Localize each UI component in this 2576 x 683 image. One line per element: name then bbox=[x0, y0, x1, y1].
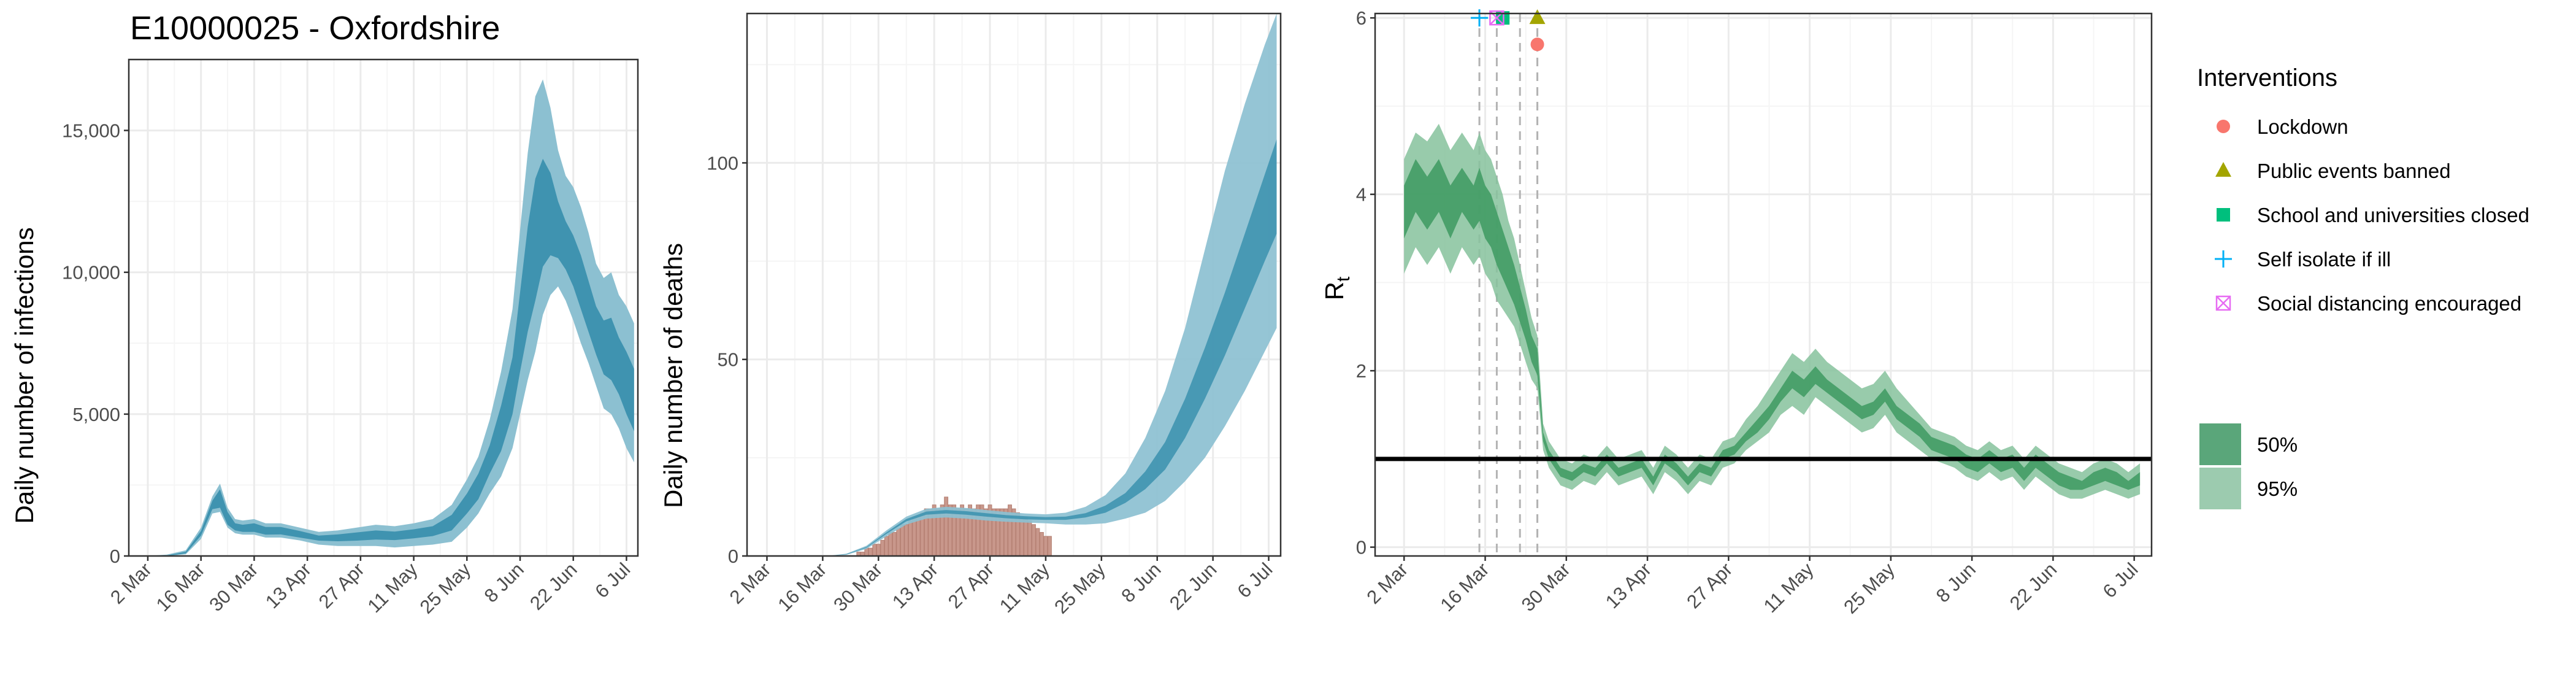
legend-label: Self isolate if ill bbox=[2257, 248, 2391, 271]
observed-death-bar bbox=[904, 524, 909, 557]
deaths-panel-border bbox=[746, 12, 1282, 557]
legend-ci-label: 50% bbox=[2257, 433, 2298, 456]
intervention-marker-lockdown bbox=[1530, 37, 1544, 52]
infections-y-tick-label: 15,000 bbox=[62, 120, 120, 142]
legend: Interventions Lockdown Public events bann… bbox=[2197, 64, 2529, 509]
observed-death-bar bbox=[868, 547, 873, 557]
legend-ci-key-95pct bbox=[2199, 468, 2241, 509]
rt-y-tick-label: 4 bbox=[1356, 184, 1367, 206]
legend-key-school-and-universities-closed bbox=[2217, 208, 2230, 222]
rt-band-50 bbox=[1404, 159, 2141, 490]
observed-death-bar bbox=[1027, 520, 1032, 557]
rt-band-95 bbox=[1404, 123, 2141, 499]
rt-panel-border bbox=[1374, 12, 2153, 557]
legend-key-self-isolate-if-ill bbox=[2215, 250, 2232, 268]
observed-death-bar bbox=[1032, 524, 1036, 557]
infections-y-tick-label: 10,000 bbox=[62, 262, 120, 284]
legend-label: Social distancing encouraged bbox=[2257, 292, 2521, 315]
legend-ci-label: 95% bbox=[2257, 477, 2298, 500]
observed-death-bar bbox=[916, 516, 921, 557]
observed-death-bar bbox=[944, 496, 949, 557]
rt-y-axis-title: Rt bbox=[1320, 276, 1354, 300]
rt-y-tick-label: 0 bbox=[1356, 537, 1367, 558]
legend-ci-items: 50% 95% bbox=[2199, 423, 2298, 509]
deaths-y-axis-title: Daily number of deaths bbox=[659, 243, 688, 508]
legend-key-social-distancing-encouraged-x2 bbox=[2216, 296, 2231, 311]
observed-death-bar bbox=[908, 520, 913, 557]
infections-y-tick-label: 0 bbox=[110, 546, 120, 567]
intervention-marker-self-isolate-if-ill bbox=[1471, 9, 1489, 27]
rt-y-tick-label: 2 bbox=[1356, 360, 1367, 382]
observed-death-bar bbox=[912, 516, 917, 557]
intervention-marker-public-events-banned bbox=[1529, 9, 1546, 25]
rt-y-axis-title-subscript: t bbox=[1333, 276, 1354, 282]
legend-label: Lockdown bbox=[2257, 115, 2348, 138]
observed-death-bar bbox=[1048, 536, 1052, 557]
legend-key-social-distancing-encouraged-box bbox=[2215, 295, 2231, 311]
observed-death-bar bbox=[888, 532, 893, 557]
observed-death-bar bbox=[1043, 536, 1048, 557]
legend-label: Public events banned bbox=[2257, 160, 2451, 182]
observed-death-bar bbox=[872, 544, 877, 557]
legend-key-public-events-banned bbox=[2215, 162, 2231, 177]
observed-death-bar bbox=[880, 539, 885, 557]
legend-ci-key-50pct bbox=[2199, 423, 2241, 465]
deaths-y-tick-label: 0 bbox=[728, 546, 738, 567]
observed-death-bar bbox=[876, 544, 881, 557]
deaths-y-tick-label: 100 bbox=[707, 152, 738, 174]
intervention-marker-social-distancing-encouraged-box bbox=[1489, 10, 1505, 26]
observed-death-bar bbox=[896, 528, 901, 557]
rt-y-tick-label: 6 bbox=[1356, 7, 1367, 29]
infections-plot-background bbox=[129, 60, 638, 556]
infections-y-tick-label: 5,000 bbox=[72, 404, 120, 425]
infections-y-axis-title: Daily number of infections bbox=[10, 227, 39, 523]
observed-death-bar bbox=[900, 524, 905, 557]
legend-intervention-items: Lockdown Public events banned School and u… bbox=[2215, 115, 2529, 315]
observed-death-bar bbox=[1040, 532, 1044, 557]
legend-key-social-distancing-encouraged bbox=[2215, 295, 2231, 311]
observed-death-bar bbox=[1019, 516, 1024, 557]
observed-death-bar bbox=[884, 536, 889, 557]
observed-death-bar bbox=[1035, 528, 1040, 557]
infections-panel-border bbox=[128, 58, 639, 557]
figure-title: E10000025 - Oxfordshire bbox=[130, 10, 500, 47]
legend-key-lockdown bbox=[2217, 120, 2230, 133]
deaths-y-tick-label: 50 bbox=[718, 349, 738, 371]
observed-death-bar bbox=[892, 532, 897, 557]
rt-y-axis-title-main: R bbox=[1320, 282, 1349, 300]
infections-panel: E10000025 - Oxfordshire Daily number of … bbox=[10, 10, 639, 618]
infections-band-95 bbox=[148, 79, 634, 556]
legend-label: School and universities closed bbox=[2257, 204, 2529, 226]
legend-title: Interventions bbox=[2197, 64, 2337, 91]
